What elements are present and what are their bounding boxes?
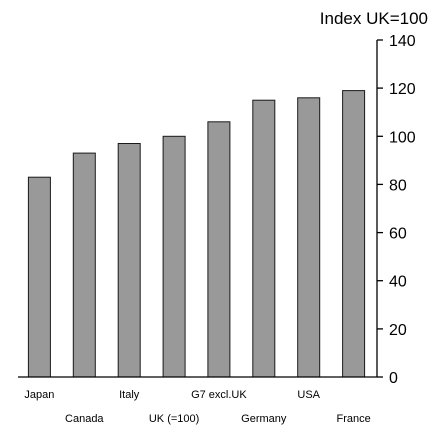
bars-group xyxy=(27,90,366,378)
bar-germany xyxy=(252,99,276,378)
y-tick-label: 0 xyxy=(389,370,398,387)
x-tick-label: Japan xyxy=(24,389,54,401)
bar-uk-100 xyxy=(162,135,186,378)
bar-japan xyxy=(27,176,51,378)
y-tick-label: 40 xyxy=(389,274,407,291)
y-tick-label: 20 xyxy=(389,322,407,339)
bar-france xyxy=(342,90,366,378)
x-tick-label: G7 excl.UK xyxy=(191,389,247,401)
y-tick-label: 140 xyxy=(389,33,416,50)
x-tick-label: USA xyxy=(297,389,320,401)
y-axis-label: Index UK=100 xyxy=(320,9,428,28)
bar-italy xyxy=(117,143,141,378)
y-axis-ticks: 0 20 40 60 80 100 120 140 xyxy=(377,33,416,387)
y-tick-label: 60 xyxy=(389,226,407,243)
x-tick-label: Canada xyxy=(65,413,104,425)
x-tick-label: France xyxy=(336,413,370,425)
y-tick-label: 120 xyxy=(389,81,416,98)
bar-usa xyxy=(297,97,321,378)
bar-g7-excl-uk xyxy=(207,121,231,378)
bar-canada xyxy=(72,152,96,378)
x-tick-label: UK (=100) xyxy=(149,413,199,425)
y-tick-label: 80 xyxy=(389,177,407,194)
x-axis-ticks: Japan Canada Italy UK (=100) G7 excl.UK Germa… xyxy=(24,389,370,425)
x-tick-label: Germany xyxy=(241,413,287,425)
x-tick-label: Italy xyxy=(119,389,140,401)
y-tick-label: 100 xyxy=(389,129,416,146)
